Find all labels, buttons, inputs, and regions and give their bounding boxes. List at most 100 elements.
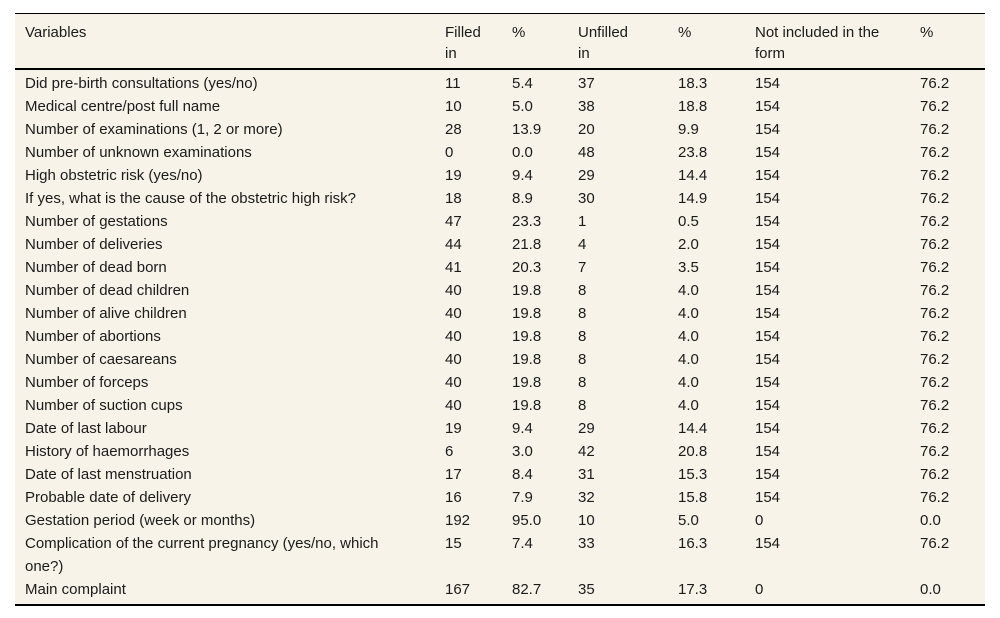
row-variable-text: High obstetric risk (yes/no) [25,167,203,184]
column-header-label: % [678,24,692,41]
row-variable-text: Number of examinations (1, 2 or more) [25,121,283,138]
table-cell: 5.4 [512,75,533,92]
row-variable-text: Date of last menstruation [25,466,192,483]
table-cell: 17.3 [678,581,708,598]
row-variable: Complication of the current pregnancy (y… [15,532,445,578]
row-variable: History of haemorrhages [15,440,445,463]
table-cell: 10 [578,512,595,529]
table-cell: 23.3 [512,213,542,230]
table-cell: 29 [578,167,595,184]
table-cell: 48 [578,144,595,161]
row-variable: Number of deliveries [15,233,445,256]
row-variable-text: Number of alive children [25,305,187,322]
table-cell: 76.2 [920,236,950,253]
row-variable: If yes, what is the cause of the obstetr… [15,187,445,210]
table-cell: 19.8 [512,328,542,345]
row-variable-text: History of haemorrhages [25,443,190,460]
table-cell: 82.7 [512,581,542,598]
table-cell: 4 [578,236,587,253]
table-cell: 0.0 [920,581,941,598]
table-cell: 40 [445,397,462,414]
table-cell: 19 [445,420,462,437]
row-variable: Main complaint [15,578,445,605]
column-header-label: Variables [25,24,87,41]
row-variable: Number of suction cups [15,394,445,417]
table-cell: 21.8 [512,236,542,253]
table-cell: 19.8 [512,305,542,322]
row-variable: Number of forceps [15,371,445,394]
column-header-label: Not included in the form [755,24,880,62]
table-row: Number of caesareans 40 19.8 8 4.0 154 76.2 [15,348,985,371]
row-variable-text: Complication of the current pregnancy (y… [25,535,379,575]
table-cell: 76.2 [920,328,950,345]
table-row: Number of dead children 40 19.8 8 4.0 154 76.2 [15,279,985,302]
table-cell: 154 [755,190,781,207]
table-row: Number of dead born 41 20.3 7 3.5 154 76.2 [15,256,985,279]
table-row: Number of forceps 40 19.8 8 4.0 154 76.2 [15,371,985,394]
table-cell: 2.0 [678,236,699,253]
column-header-not-included: Not included in the form [755,13,920,70]
table-row: Medical centre/post full name 10 5.0 38 18.8… [15,95,985,118]
table-cell: 76.2 [920,98,950,115]
table-cell: 76.2 [920,259,950,276]
table-cell: 76.2 [920,489,950,506]
table-cell: 16.3 [678,535,708,552]
table-cell: 76.2 [920,144,950,161]
table-cell: 35 [578,581,595,598]
table-cell: 154 [755,466,781,483]
table-row: Gestation period (week or months) 192 95.0… [15,509,985,532]
table-cell: 14.4 [678,167,708,184]
row-variable-text: Probable date of delivery [25,489,191,506]
column-header-variables: Variables [15,13,445,70]
table-cell: 19 [445,167,462,184]
table-cell: 76.2 [920,420,950,437]
table-cell: 20.8 [678,443,708,460]
table-cell: 154 [755,144,781,161]
table-cell: 4.0 [678,374,699,391]
row-variable-text: Did pre-birth consultations (yes/no) [25,75,258,92]
table-cell: 0.0 [512,144,533,161]
table-cell: 40 [445,328,462,345]
table-cell: 95.0 [512,512,542,529]
table-row: Date of last menstruation 17 8.4 31 15.3 154 7… [15,463,985,486]
row-variable-text: Number of gestations [25,213,168,230]
table-cell: 154 [755,121,781,138]
table-cell: 76.2 [920,351,950,368]
table-cell: 4.0 [678,282,699,299]
row-variable-text: Number of suction cups [25,397,183,414]
table-row: Number of gestations 47 23.3 1 0.5 154 76.2 [15,210,985,233]
row-variable-text: Number of forceps [25,374,149,391]
row-variable: Number of dead children [15,279,445,302]
table-cell: 32 [578,489,595,506]
table-cell: 23.8 [678,144,708,161]
table-cell: 14.4 [678,420,708,437]
header-row: Variables Filled in % Unfilled in % Not … [15,13,985,70]
row-variable: Number of unknown examinations [15,141,445,164]
table-cell: 154 [755,75,781,92]
table-cell: 18.8 [678,98,708,115]
table-cell: 3.5 [678,259,699,276]
row-variable-text: Gestation period (week or months) [25,512,256,529]
table-cell: 154 [755,259,781,276]
table-cell: 8 [578,305,587,322]
table-cell: 0 [755,512,764,529]
table-cell: 33 [578,535,595,552]
table-cell: 8.9 [512,190,533,207]
row-variable: Gestation period (week or months) [15,509,445,532]
table-cell: 8 [578,282,587,299]
column-header-unfilled-pct: % [678,13,755,70]
table-row: Number of deliveries 44 21.8 4 2.0 154 76.2 [15,233,985,256]
row-variable-text: Main complaint [25,581,126,598]
table-row: Number of suction cups 40 19.8 8 4.0 154 76.2 [15,394,985,417]
row-variable: Number of examinations (1, 2 or more) [15,118,445,141]
row-variable: Date of last menstruation [15,463,445,486]
table-cell: 19.8 [512,397,542,414]
table-cell: 9.4 [512,167,533,184]
table-row: Date of last labour 19 9.4 29 14.4 154 76.2 [15,417,985,440]
table-cell: 154 [755,328,781,345]
column-header-label: Filled in [445,24,481,62]
data-table: Variables Filled in % Unfilled in % Not … [15,13,985,606]
row-variable-text: Medical centre/post full name [25,98,221,115]
row-variable: Date of last labour [15,417,445,440]
table-cell: 76.2 [920,374,950,391]
